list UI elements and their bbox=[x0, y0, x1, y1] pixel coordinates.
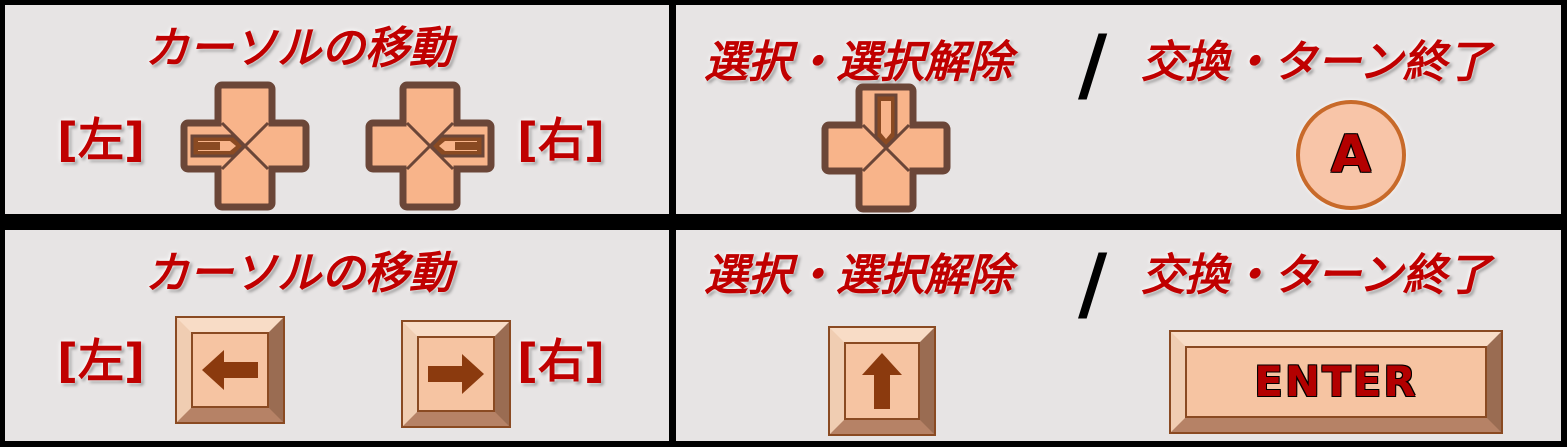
arrow-up-icon bbox=[862, 353, 902, 409]
dpad-right-icon bbox=[365, 81, 495, 211]
dpad-up-icon bbox=[821, 83, 951, 213]
right-label-keyboard: [右] bbox=[517, 334, 606, 388]
divider-slash: / bbox=[1078, 18, 1108, 111]
divider-slash-keyboard: / bbox=[1078, 237, 1108, 330]
enter-key-label: ENTER bbox=[1254, 357, 1418, 406]
left-label-keyboard: [左] bbox=[57, 334, 146, 388]
left-label: [左] bbox=[57, 113, 146, 167]
panel-keyboard-move: カーソルの移動 [左] [右] bbox=[5, 230, 669, 441]
a-button-label: A bbox=[1330, 125, 1372, 185]
left-arrow-key bbox=[175, 316, 285, 424]
panel-keyboard-action: 選択・選択解除 / 交換・ターン終了 ENTER bbox=[676, 230, 1561, 441]
dpad-left-icon bbox=[180, 81, 310, 211]
right-label: [右] bbox=[517, 113, 606, 167]
up-arrow-key bbox=[828, 326, 936, 436]
cursor-move-title: カーソルの移動 bbox=[145, 23, 453, 74]
select-title-keyboard: 選択・選択解除 bbox=[704, 250, 1012, 301]
swap-title: 交換・ターン終了 bbox=[1141, 37, 1491, 88]
a-button: A bbox=[1296, 100, 1406, 210]
enter-key: ENTER bbox=[1169, 330, 1503, 434]
panel-gamepad-action: 選択・選択解除 / 交換・ターン終了 A bbox=[676, 5, 1561, 214]
arrow-left-icon bbox=[202, 350, 258, 390]
select-title: 選択・選択解除 bbox=[704, 37, 1012, 88]
cursor-move-title-keyboard: カーソルの移動 bbox=[145, 248, 453, 299]
swap-title-keyboard: 交換・ターン終了 bbox=[1141, 250, 1491, 301]
arrow-right-icon bbox=[428, 354, 484, 394]
panel-gamepad-move: カーソルの移動 [左] [右] bbox=[5, 5, 669, 214]
right-arrow-key bbox=[401, 320, 511, 428]
